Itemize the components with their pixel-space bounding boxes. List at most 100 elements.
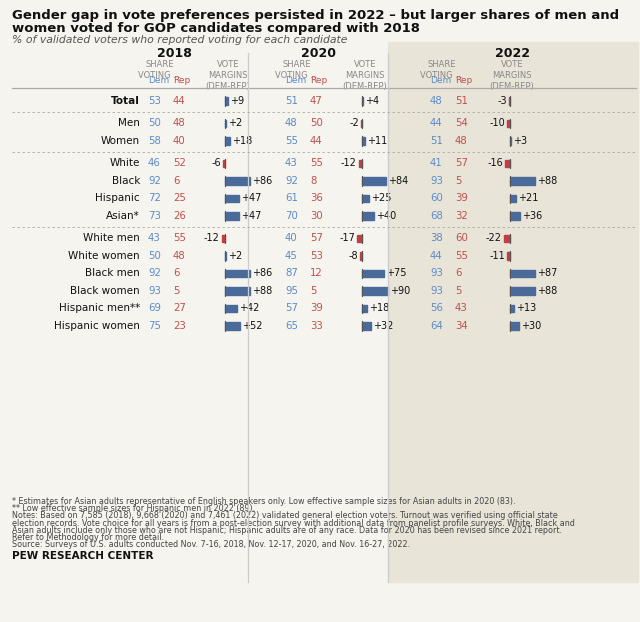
Bar (225, 195, 239, 202)
Text: 50: 50 (148, 251, 161, 261)
Text: +47: +47 (241, 211, 261, 221)
Text: Refer to Methodology for more detail.: Refer to Methodology for more detail. (12, 533, 164, 542)
Bar (225, 177, 250, 185)
Text: +18: +18 (369, 304, 390, 313)
Bar (509, 97, 510, 104)
Text: 93: 93 (148, 285, 161, 295)
Text: 43: 43 (148, 233, 161, 243)
Text: 50: 50 (148, 118, 161, 128)
Text: 65: 65 (285, 321, 298, 331)
Text: 6: 6 (455, 268, 461, 278)
Bar (362, 195, 369, 202)
Text: Dem: Dem (148, 76, 169, 85)
Text: SHARE
VOTING ...: SHARE VOTING ... (275, 60, 319, 80)
Text: +13: +13 (516, 304, 536, 313)
Bar (225, 97, 228, 104)
Text: Gender gap in vote preferences persisted in 2022 – but larger shares of men and: Gender gap in vote preferences persisted… (12, 9, 619, 22)
Text: -6: -6 (212, 158, 221, 168)
Text: VOTE
MARGINS
(DEM-REP): VOTE MARGINS (DEM-REP) (205, 60, 250, 91)
Text: +4: +4 (365, 96, 380, 106)
Bar (225, 269, 250, 277)
Text: 93: 93 (430, 285, 443, 295)
Text: 51: 51 (285, 96, 298, 106)
Bar (362, 322, 371, 330)
Text: 93: 93 (430, 176, 443, 186)
Text: 44: 44 (430, 118, 443, 128)
Text: -12: -12 (340, 158, 356, 168)
Text: 53: 53 (148, 96, 161, 106)
Text: 92: 92 (148, 268, 161, 278)
Text: 30: 30 (310, 211, 323, 221)
Text: 53: 53 (310, 251, 323, 261)
Text: 43: 43 (455, 304, 468, 313)
Text: +40: +40 (376, 211, 396, 221)
Text: 48: 48 (455, 136, 468, 146)
Text: 68: 68 (430, 211, 443, 221)
Text: 45: 45 (285, 251, 298, 261)
Text: 69: 69 (148, 304, 161, 313)
Text: 70: 70 (285, 211, 298, 221)
Text: 55: 55 (310, 158, 323, 168)
Text: 5: 5 (173, 285, 179, 295)
Text: 48: 48 (173, 118, 186, 128)
Text: Notes: Based on 7,585 (2018), 9,668 (2020) and 7,461 (2022) validated general el: Notes: Based on 7,585 (2018), 9,668 (202… (12, 511, 557, 521)
Text: 40: 40 (173, 136, 186, 146)
Text: 51: 51 (430, 136, 443, 146)
Text: -8: -8 (348, 251, 358, 261)
Text: 95: 95 (285, 285, 298, 295)
Bar (362, 305, 367, 312)
Text: 39: 39 (310, 304, 323, 313)
Text: Rep: Rep (455, 76, 472, 85)
Text: Black men: Black men (85, 268, 140, 278)
Bar (510, 177, 536, 185)
Text: +21: +21 (518, 193, 538, 203)
Text: VOTE
MARGINS
(DEM-REP): VOTE MARGINS (DEM-REP) (490, 60, 534, 91)
Text: 48: 48 (430, 96, 443, 106)
Bar (362, 177, 387, 185)
Text: Source: Surveys of U.S. adults conducted Nov. 7-16, 2018, Nov. 12-17, 2020, and : Source: Surveys of U.S. adults conducted… (12, 540, 410, 549)
Text: SHARE
VOTING ...: SHARE VOTING ... (138, 60, 182, 80)
Text: 64: 64 (430, 321, 443, 331)
Bar (510, 137, 511, 144)
Text: 50: 50 (310, 118, 323, 128)
Bar (362, 287, 388, 294)
Text: 60: 60 (430, 193, 443, 203)
Text: +36: +36 (522, 211, 543, 221)
Text: +88: +88 (538, 285, 557, 295)
Text: Rep: Rep (173, 76, 190, 85)
Text: Hispanic women: Hispanic women (54, 321, 140, 331)
Bar (225, 305, 237, 312)
Text: 55: 55 (455, 251, 468, 261)
Text: Women: Women (101, 136, 140, 146)
Text: SHARE
VOTING ...: SHARE VOTING ... (420, 60, 463, 80)
Text: 5: 5 (310, 285, 317, 295)
Text: 58: 58 (148, 136, 161, 146)
Text: 36: 36 (310, 193, 323, 203)
Bar (507, 119, 510, 127)
Text: 52: 52 (173, 158, 186, 168)
Bar (225, 287, 250, 294)
Text: 5: 5 (455, 176, 461, 186)
Text: 40: 40 (285, 233, 298, 243)
Text: +3: +3 (513, 136, 527, 146)
Text: 2018: 2018 (157, 47, 191, 60)
Text: 8: 8 (310, 176, 316, 186)
Text: +9: +9 (230, 96, 244, 106)
Text: 92: 92 (148, 176, 161, 186)
Text: 38: 38 (430, 233, 443, 243)
Text: +18: +18 (232, 136, 252, 146)
Text: 48: 48 (173, 251, 186, 261)
Text: 55: 55 (173, 233, 186, 243)
Text: +88: +88 (252, 285, 273, 295)
Text: 2020: 2020 (301, 47, 335, 60)
Text: 57: 57 (455, 158, 468, 168)
Text: 54: 54 (455, 118, 468, 128)
Bar (362, 137, 365, 144)
Text: Asian*: Asian* (106, 211, 140, 221)
Text: 33: 33 (310, 321, 323, 331)
Bar (362, 212, 374, 220)
Bar (221, 234, 225, 242)
Text: Dem: Dem (430, 76, 451, 85)
Bar (510, 212, 520, 220)
Text: PEW RESEARCH CENTER: PEW RESEARCH CENTER (12, 551, 154, 562)
